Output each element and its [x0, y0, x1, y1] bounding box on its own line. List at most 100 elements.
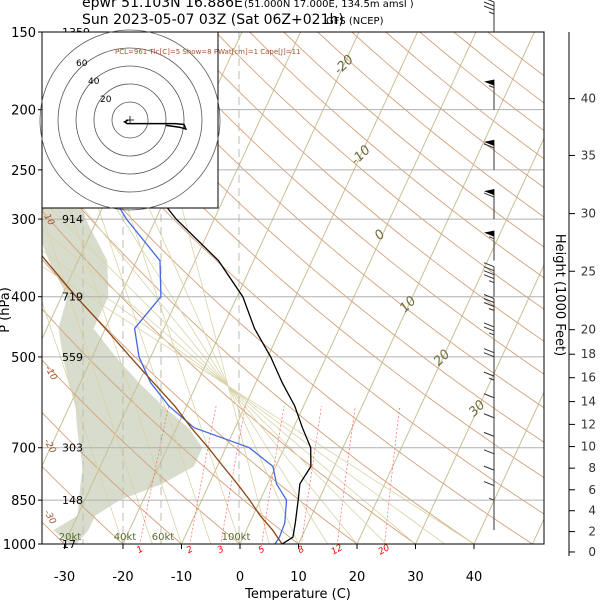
mixing-ratio-line [139, 406, 170, 544]
isotherm-line [239, 32, 477, 544]
temperature-tick-label: 40 [466, 570, 483, 585]
height-tick-label: 16 [581, 371, 596, 385]
dry-adiabat-line [42, 210, 417, 544]
dry-adiabat-line [42, 465, 124, 544]
hodograph-ring [111, 101, 149, 139]
pressure-tick-label: 500 [11, 351, 36, 366]
height-tick-label: 18 [581, 347, 596, 361]
pressure-tick-label: 250 [11, 164, 36, 179]
pressure-tick-label: 300 [11, 213, 36, 228]
wind-barb-feather [483, 431, 495, 437]
mixing-ratio-line [220, 406, 246, 544]
dry-adiabat-line [283, 32, 544, 248]
moist-adiabat-line [42, 228, 417, 544]
hodograph-ring [93, 83, 167, 157]
hodograph-trace [123, 119, 188, 131]
wind-barb-pennant [484, 79, 494, 86]
wind-barb-layer [483, 0, 495, 531]
wind-barb-feather [483, 322, 495, 328]
mixing-ratio-label: 20 [377, 543, 392, 558]
height-tick-label: 0 [588, 545, 596, 559]
dry-adiabat-line [42, 359, 241, 544]
dry-adiabat-line [317, 32, 544, 218]
geopotential-height-label: 303 [62, 442, 83, 455]
hodograph-ring [75, 65, 185, 175]
wind-barb-half-feather [488, 236, 495, 240]
wind-speed-label-bottom: 100kt [222, 532, 251, 543]
dewpoint-profile-line [54, 32, 288, 544]
mixing-ratio-line [337, 406, 356, 544]
height-tick-label: 14 [581, 395, 596, 409]
wind-barb-pennant [484, 189, 494, 196]
dry-adiabat-line [147, 32, 544, 375]
dry-adiabat-line [215, 32, 544, 310]
dry-adiabat-line [42, 116, 534, 544]
temperature-tick-label: -20 [112, 570, 133, 585]
title-line2: Sun 2023-05-07 03Z (Sat 06Z+021h) [82, 12, 344, 28]
dry-adiabat-line [45, 32, 544, 479]
wind-barb-half-feather [488, 11, 495, 15]
hodograph-ring-label: 20 [100, 95, 112, 105]
wind-barb-feather [487, 0, 495, 3]
moist-adiabat-line [42, 266, 475, 544]
dry-adiabat-line [79, 32, 544, 443]
height-tick-label: 40 [581, 92, 596, 106]
parcel-profile-line [42, 254, 283, 544]
pressure-tick-label: 850 [11, 494, 36, 509]
height-tick-label: 30 [581, 207, 596, 221]
isotherm-line [0, 13, 17, 557]
mixing-ratio-line [301, 406, 322, 544]
isotherm-line [414, 264, 544, 544]
temperature-tick-label: -10 [171, 570, 192, 585]
mixing-ratio-line [261, 406, 285, 544]
height-tick-label: 4 [588, 504, 596, 518]
hodograph-ring-label: 60 [76, 59, 88, 69]
wind-barb-half-feather [488, 85, 495, 89]
moist-adiabat-line [42, 213, 153, 544]
moist-adiabat-line [94, 109, 241, 544]
wind-barb-feather [483, 371, 495, 377]
wind-barb-feather [483, 449, 495, 455]
plot-frame [41, 31, 545, 545]
mixing-ratio-label: 5 [257, 544, 267, 556]
wind-barb-pennant [484, 230, 494, 237]
mixing-ratio-label: 2 [185, 544, 195, 556]
mixing-ratio-label: 12 [330, 543, 345, 558]
dry-adiabat-line [249, 32, 544, 279]
y-axis-title: P (hPa) [0, 287, 13, 333]
wind-speed-label-bottom: 40kt [114, 532, 137, 543]
isotherm-line [473, 390, 544, 544]
pressure-tick-label: 150 [11, 26, 36, 41]
geopotential-height-label: 914 [62, 213, 83, 226]
temperature-tick-label: 20 [349, 570, 366, 585]
wind-barb-feather [483, 294, 495, 299]
isotherm-line [297, 32, 536, 544]
wind-barb-feather [483, 5, 495, 11]
height-tick-label: 35 [581, 148, 596, 162]
height-axis-title: Height (1000 Feet) [552, 234, 567, 356]
wind-speed-label-bottom: 60kt [152, 532, 175, 543]
pressure-tick-label: 200 [11, 104, 36, 119]
instability-area [42, 32, 203, 544]
wind-barb-feather [483, 143, 495, 149]
dry-adiabat-line [42, 71, 544, 515]
wind-barb-feather [483, 348, 495, 354]
moist-adiabat-line [42, 300, 124, 544]
dry-adiabat-line [42, 258, 358, 544]
isotherm-line [180, 32, 419, 544]
title-model: GFS (NCEP) [326, 16, 384, 27]
wind-barb-feather [483, 302, 495, 307]
dry-adiabat-line [42, 162, 475, 544]
plot-area [0, 13, 544, 557]
wind-barb-feather [483, 192, 495, 198]
hodograph-ring [39, 29, 221, 211]
title-line1: epwr 51.103N 16.886E [82, 0, 243, 11]
isotherm-line [356, 137, 544, 544]
wind-barb-feather [483, 481, 495, 487]
wind-barb-half-feather [488, 497, 495, 501]
hodograph-ring [57, 47, 203, 193]
